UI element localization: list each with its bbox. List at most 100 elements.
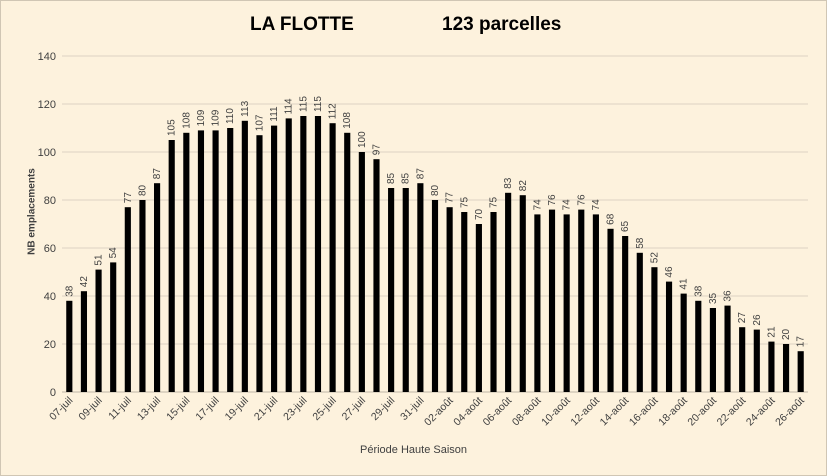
data-label: 107	[254, 114, 265, 131]
data-label: 115	[298, 96, 309, 112]
x-tick-label: 06-août	[481, 395, 515, 429]
data-label: 97	[371, 144, 382, 156]
bar	[95, 269, 102, 392]
y-tick-label: 20	[44, 339, 56, 351]
bar	[724, 305, 731, 392]
data-label: 51	[94, 254, 105, 266]
data-label: 38	[693, 285, 704, 297]
bar	[709, 308, 716, 392]
x-tick-label: 23-juil	[281, 395, 309, 423]
data-label: 108	[342, 112, 353, 129]
bar	[168, 140, 175, 392]
bar	[622, 236, 629, 392]
x-tick-label: 25-juil	[310, 395, 338, 423]
data-label: 74	[532, 199, 543, 211]
bar	[636, 252, 643, 392]
bars	[66, 116, 804, 393]
bar	[344, 132, 351, 393]
bar	[285, 118, 292, 393]
x-tick-label: 17-juil	[193, 395, 221, 423]
x-tick-label: 27-juil	[340, 395, 368, 423]
data-label: 112	[328, 103, 339, 119]
bar	[680, 293, 687, 392]
bar	[768, 341, 775, 392]
chart-title: LA FLOTTE	[250, 14, 354, 35]
x-tick-label: 18-août	[656, 395, 690, 429]
bar	[592, 214, 599, 392]
bar	[358, 152, 365, 392]
x-tick-label: 26-août	[773, 395, 807, 429]
data-label: 114	[284, 98, 295, 114]
data-label: 21	[766, 326, 777, 338]
bar	[782, 344, 790, 392]
bar	[461, 212, 468, 392]
data-label: 68	[606, 213, 617, 225]
data-label: 110	[225, 108, 236, 124]
data-label: 74	[591, 199, 602, 211]
data-label: 87	[152, 168, 163, 180]
x-tick-labels: 07-juil 09-juil 11-juil 13-juil 15-juil 17-ju…	[47, 395, 807, 429]
data-label: 36	[723, 290, 734, 302]
data-label: 80	[430, 184, 441, 196]
data-label: 75	[489, 196, 500, 208]
data-label: 105	[167, 119, 178, 136]
x-tick-label: 13-juil	[135, 395, 163, 423]
bar	[578, 209, 585, 392]
data-label: 77	[123, 192, 134, 204]
data-label: 87	[415, 168, 426, 180]
data-label: 109	[211, 109, 222, 126]
y-tick-label: 80	[44, 195, 56, 207]
y-tick-label: 60	[44, 243, 56, 255]
data-label: 54	[108, 247, 119, 259]
bar	[139, 200, 146, 392]
bar	[519, 195, 526, 392]
x-tick-label: 09-juil	[76, 395, 104, 423]
y-tick-label: 40	[44, 291, 56, 303]
bar	[402, 188, 409, 392]
bar	[431, 200, 439, 392]
bar	[300, 116, 307, 392]
y-tick-label: 100	[38, 147, 56, 159]
data-label: 20	[781, 328, 792, 340]
x-tick-label: 22-août	[715, 395, 749, 429]
data-label: 26	[752, 314, 763, 326]
bar	[314, 116, 322, 392]
bar	[548, 209, 556, 392]
bar	[446, 207, 453, 392]
bar	[563, 214, 570, 392]
data-label: 74	[562, 199, 573, 211]
bar	[373, 159, 380, 392]
bar	[329, 123, 336, 392]
bar	[154, 183, 161, 392]
bar	[227, 128, 234, 392]
bar	[651, 267, 658, 392]
x-axis-label: Période Haute Saison	[359, 444, 467, 456]
x-tick-label: 24-août	[744, 395, 778, 429]
x-tick-label: 02-août	[422, 395, 456, 429]
data-label: 83	[503, 177, 514, 189]
data-label: 77	[445, 192, 456, 204]
bar	[388, 188, 395, 392]
y-tick-label: 0	[50, 387, 56, 399]
x-tick-label: 12-août	[568, 395, 602, 429]
x-tick-label: 15-juil	[164, 395, 192, 423]
data-label: 108	[181, 112, 192, 129]
data-label: 85	[401, 172, 412, 184]
data-label: 52	[649, 252, 660, 264]
bar	[739, 327, 746, 392]
data-label: 35	[708, 292, 719, 304]
x-tick-label: 16-août	[627, 395, 661, 429]
bar	[124, 207, 131, 392]
bar	[534, 214, 541, 392]
bar	[665, 281, 673, 392]
data-label: 75	[459, 196, 470, 208]
bar	[695, 300, 702, 392]
data-label: 41	[679, 278, 690, 290]
chart-subtitle: 123 parcelles	[442, 14, 562, 35]
x-tick-label: 08-août	[510, 395, 544, 429]
bar	[505, 192, 512, 392]
x-tick-label: 29-juil	[369, 395, 397, 423]
bar	[797, 351, 804, 392]
